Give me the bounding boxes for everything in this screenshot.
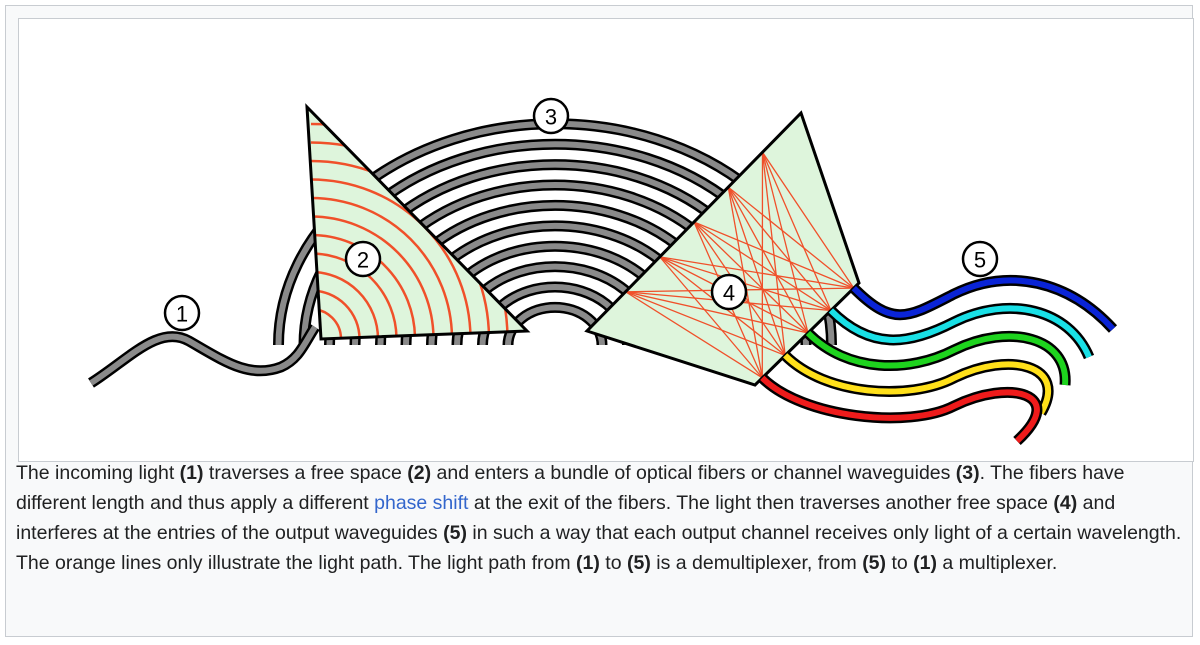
output-waveguide-5 [758,373,1043,446]
marker-2: 2 [344,240,382,278]
caption-ref: (5) [443,522,467,544]
light-path-line [727,187,763,378]
light-path-line [761,151,832,311]
caption-text: is a demultiplexer, from [650,552,863,574]
marker-label: 3 [545,105,557,130]
output-waveguide-1-outline [849,274,1118,333]
caption-text: . The fibers have different length and t… [16,462,1125,514]
caption-text: a multiplexer. [936,552,1058,574]
marker-circle [532,97,570,135]
marker-label: 4 [723,281,735,306]
output-waveguide-3 [804,328,1071,386]
caption-text: and enters a bundle of optical fibers or… [431,462,956,484]
light-path-line [761,152,786,356]
caption-ref: (5) [862,552,887,574]
marker-circle [163,294,201,332]
marker-1: 1 [163,294,201,332]
output-waveguide-3-core [805,330,1069,386]
light-path-line [625,291,786,357]
marker-circle [710,273,748,311]
input-fiber [88,324,320,388]
marker-label: 5 [974,248,986,273]
marker-4: 4 [710,273,748,311]
output-waveguide-4-core [783,353,1051,415]
caption-text: The incoming light [16,462,180,484]
light-paths [625,151,855,379]
wavefront-arc [310,270,380,339]
light-path-line [659,256,854,289]
wavefront-arc [310,233,417,339]
free-space-output [584,110,861,387]
marker-5: 5 [961,240,999,278]
marker-label: 2 [357,248,369,273]
marker-circle [961,240,999,278]
caption-text: to [886,552,914,574]
caption-text: to [599,552,627,574]
wavefront-arc [310,196,454,339]
free-space-4-outline [584,110,861,387]
output-waveguide-2-core [828,305,1092,359]
wavefront-arc [310,252,398,339]
step-markers: 1 2 3 4 5 [163,97,999,332]
wavefront-arc [310,215,435,339]
caption-ref: (3) [955,462,980,484]
wavefront-arc [310,289,361,339]
light-path-line [693,221,855,289]
light-path-line [625,291,763,379]
light-path-line [659,256,832,312]
light-path-line [727,186,832,311]
output-waveguide-1-core [851,277,1116,332]
output-waveguide-1 [849,274,1118,333]
output-waveguide-5-core [760,375,1040,444]
caption-ref: (4) [1053,492,1078,514]
light-path-line [727,186,786,356]
caption-ref: (1) [913,552,937,574]
light-path-line [761,152,809,334]
caption-ref: (1) [576,552,600,574]
marker-3: 3 [532,97,570,135]
caption-text: at the exit of the fibers. The light the… [468,492,1054,514]
figure-frame: 1 2 3 4 5 [5,5,1194,637]
light-path-line [659,256,763,379]
caption-ref: (5) [627,552,651,574]
caption-text: traverses a free space [203,462,408,484]
light-path-line [727,186,809,334]
light-path-line [727,186,855,289]
figure-caption: The incoming light (1) traverses a free … [16,458,1186,578]
caption-ref: (2) [407,462,432,484]
phase-shift-link[interactable]: phase shift [374,492,469,514]
marker-circle [344,240,382,278]
caption-ref: (1) [179,462,204,484]
diagram-container: 1 2 3 4 5 [18,18,1194,462]
input-fiber-line [88,324,320,388]
light-path-line [625,291,809,334]
output-waveguides [758,274,1118,446]
caption-text: in such a way that each output channel r… [16,522,1182,574]
marker-label: 1 [176,302,188,327]
output-waveguide-4 [781,351,1054,416]
caption-text: and interferes at the entries of the out… [16,492,1116,544]
light-path-line [693,221,809,334]
light-path-line [693,221,832,312]
output-waveguide-2 [827,302,1095,360]
awg-diagram: 1 2 3 4 5 [88,97,1118,446]
input-fiber-line-core [89,325,318,386]
free-space-2-outline [305,103,531,341]
light-path-line [761,151,855,289]
